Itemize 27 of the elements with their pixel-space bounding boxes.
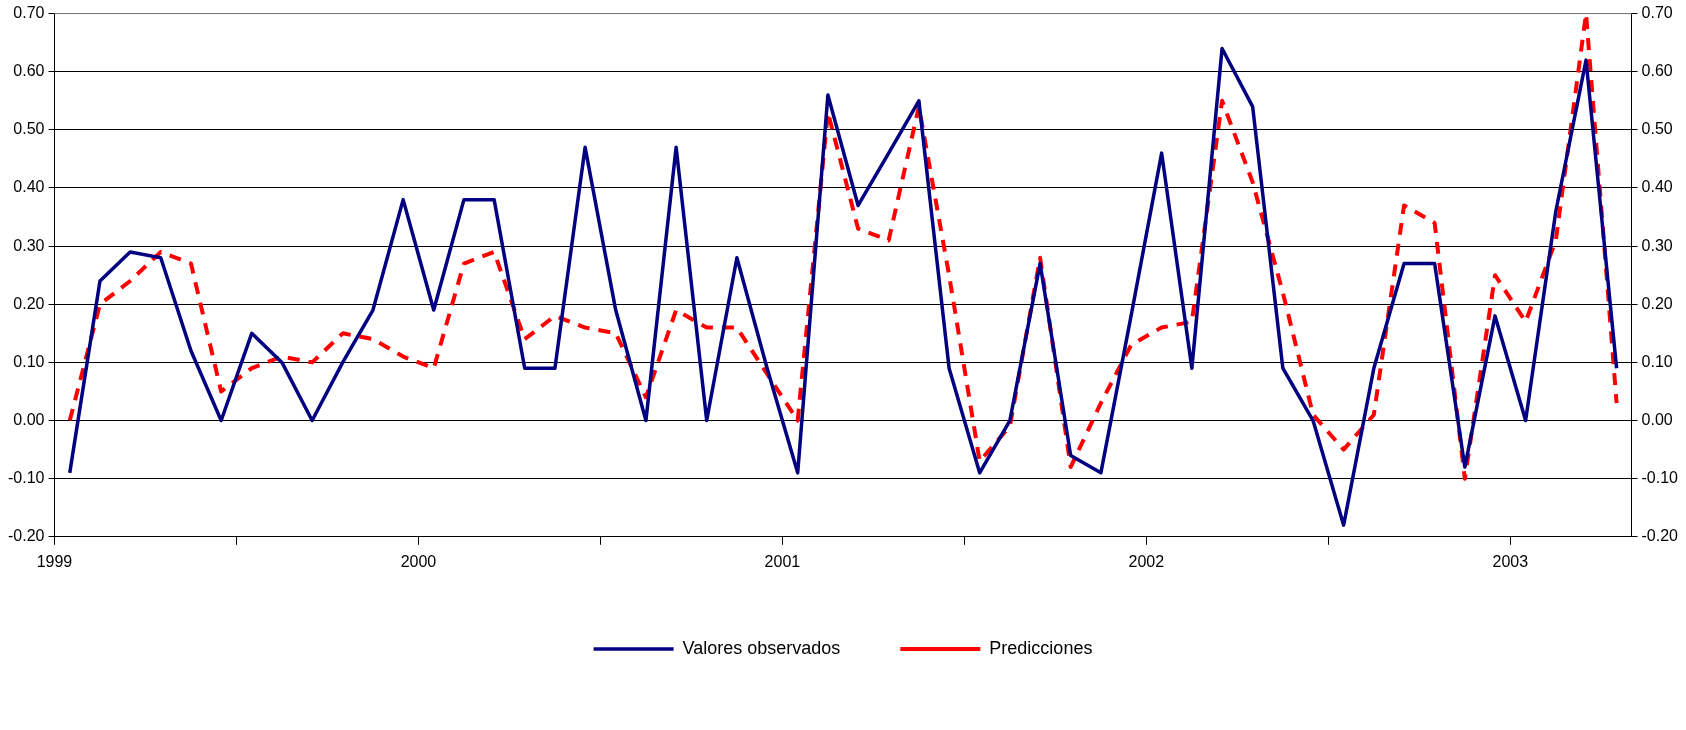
y2-tick-label: 0.40: [1641, 178, 1673, 196]
y-tick-label: 0.30: [13, 236, 45, 254]
y-tick-label: 0.10: [13, 352, 45, 370]
y-tick-label: 0.70: [13, 4, 45, 22]
y2-tick-label: -0.10: [1641, 469, 1679, 487]
y2-tick-label: 0.10: [1641, 352, 1673, 370]
y2-tick-label: 0.30: [1641, 236, 1673, 254]
x-tick-label: 2002: [1128, 552, 1165, 570]
y-tick-label: 0.20: [13, 294, 45, 312]
y2-tick-label: 0.20: [1641, 294, 1673, 312]
y2-tick-label: -0.20: [1641, 527, 1679, 545]
x-tick-label: 2003: [1492, 552, 1529, 570]
legend-label: Predicciones: [989, 637, 1093, 658]
y-tick-label: 0.40: [13, 178, 45, 196]
x-tick-label: 2000: [400, 552, 437, 570]
y-tick-label: -0.10: [8, 469, 45, 487]
y-tick-label: 0.60: [13, 62, 45, 80]
y-tick-label: -0.20: [8, 527, 45, 545]
x-tick-label: 1999: [36, 552, 73, 570]
y-tick-label: 0.00: [13, 410, 45, 428]
x-tick-label: 2001: [764, 552, 801, 570]
legend-label: Valores observados: [682, 637, 841, 658]
y-tick-label: 0.50: [13, 120, 45, 138]
y2-tick-label: 0.70: [1641, 4, 1673, 22]
y2-tick-label: 0.60: [1641, 62, 1673, 80]
y2-tick-label: 0.50: [1641, 120, 1673, 138]
y2-tick-label: 0.00: [1641, 410, 1673, 428]
